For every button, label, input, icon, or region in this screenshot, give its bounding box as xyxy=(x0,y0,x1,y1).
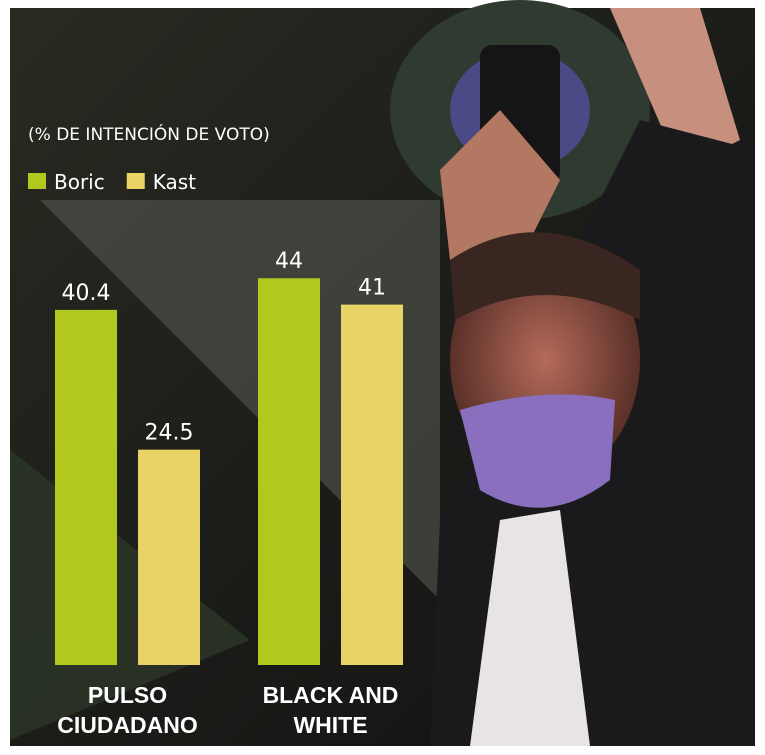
legend-label: Boric xyxy=(54,170,105,194)
bar xyxy=(258,278,320,665)
legend-label: Kast xyxy=(153,170,196,194)
legend-swatch xyxy=(126,173,145,189)
bar xyxy=(138,449,200,665)
legend-swatch xyxy=(28,173,46,189)
value-label: 40.4 xyxy=(62,281,111,306)
subtitle: (% DE INTENCIÓN DE VOTO) xyxy=(28,123,270,145)
x-tick-label: BLACK AND WHITE xyxy=(262,682,399,738)
x-tick-label: PULSO CIUDADANO xyxy=(57,682,198,738)
value-label: 24.5 xyxy=(145,421,194,446)
value-label: 44 xyxy=(275,249,303,274)
bar xyxy=(341,304,403,665)
background-photo xyxy=(10,0,755,746)
bar xyxy=(55,309,117,665)
value-label: 41 xyxy=(358,276,386,301)
